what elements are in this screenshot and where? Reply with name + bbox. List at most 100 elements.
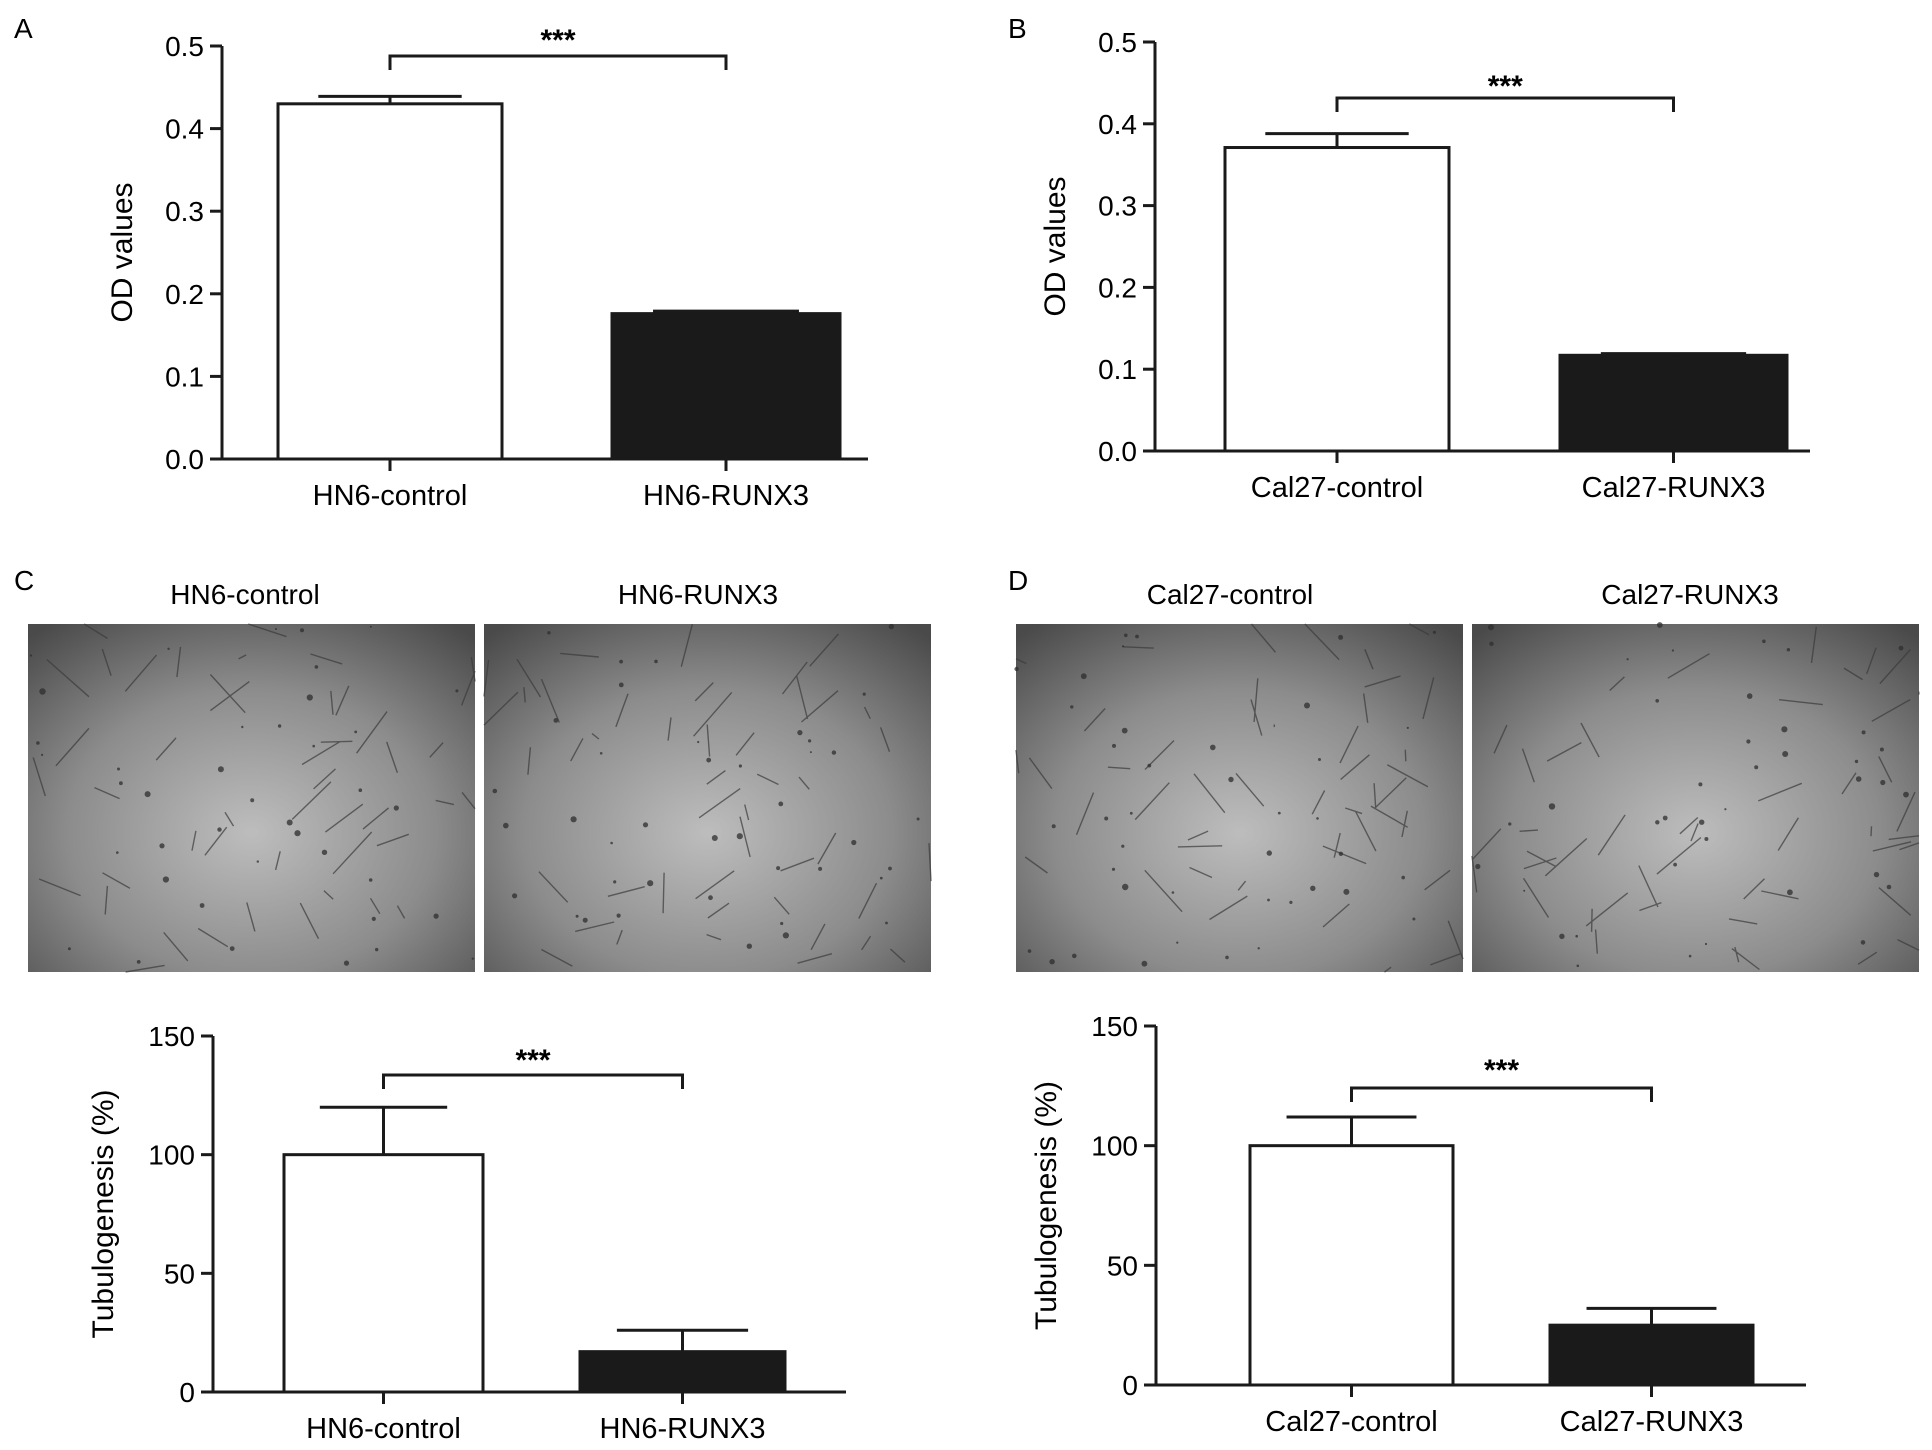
- micrograph-cell: [746, 943, 752, 949]
- micrograph-cell: [1548, 803, 1556, 810]
- panel-letter-d: D: [1008, 565, 1028, 596]
- x-tick-label: HN6-control: [313, 480, 468, 512]
- bar: [578, 1350, 787, 1394]
- micrograph-cell: [708, 895, 713, 901]
- panel-letter-b: B: [1008, 13, 1027, 44]
- micrograph-cell: [321, 849, 328, 855]
- micrograph-cell: [343, 960, 350, 966]
- y-tick-label: 150: [148, 1021, 195, 1052]
- micrograph-cell: [116, 851, 119, 854]
- micrograph-cal27-control: [1014, 623, 1464, 973]
- bar: [1223, 146, 1451, 453]
- micrograph-cell: [1121, 645, 1125, 648]
- micrograph-cell: [1781, 726, 1788, 733]
- micrograph-cell: [1135, 634, 1139, 639]
- micrograph-background: [1016, 624, 1463, 972]
- micrograph-cell: [1027, 949, 1032, 953]
- micrograph-cell: [1266, 850, 1273, 856]
- micrograph-cell: [613, 880, 617, 884]
- y-axis-label: OD values: [1039, 176, 1072, 316]
- micrograph-cell: [1228, 776, 1234, 783]
- micrograph-cell: [306, 694, 313, 701]
- micrograph-cell: [1688, 954, 1692, 958]
- micrograph-cell: [300, 628, 304, 633]
- micrograph-cell: [1475, 863, 1481, 870]
- micrograph-cell: [1111, 867, 1116, 871]
- micrograph-cell: [582, 917, 588, 923]
- micrograph-cell: [818, 866, 823, 871]
- y-tick-label: 100: [1091, 1131, 1138, 1162]
- micrograph-cell: [1406, 726, 1409, 730]
- micrograph-cell: [1656, 622, 1663, 628]
- micrograph-cell: [1508, 822, 1512, 826]
- micrograph-cell: [503, 822, 509, 829]
- y-tick-label: 0: [179, 1377, 195, 1408]
- micrograph-cell: [229, 946, 235, 951]
- x-tick-label: HN6-RUNX3: [643, 480, 809, 512]
- micrograph-cell: [314, 665, 319, 669]
- micrograph-cell: [697, 740, 700, 744]
- micrograph-cell: [1343, 888, 1350, 895]
- y-tick-label: 150: [1091, 1011, 1138, 1042]
- micrograph-cell: [1699, 819, 1705, 825]
- micrograph-cell: [619, 659, 623, 664]
- micrograph-tubules: [1015, 623, 1464, 973]
- significance-bracket: [1335, 96, 1675, 112]
- micrograph-tubules: [32, 623, 476, 973]
- significance-label: ***: [515, 1044, 550, 1077]
- micrograph-cell: [1072, 953, 1077, 959]
- micrograph-cell: [136, 960, 141, 964]
- micrograph-cell: [1886, 884, 1892, 890]
- micrograph-cell: [1854, 759, 1859, 764]
- micrograph-cell: [831, 750, 837, 755]
- micrograph-cell: [1873, 871, 1880, 878]
- micrograph-cell: [1014, 666, 1019, 672]
- micrograph-cell: [809, 751, 812, 754]
- micrograph-cell: [375, 947, 379, 952]
- micrograph-cell: [1176, 941, 1179, 944]
- y-tick-label: 0.3: [1098, 191, 1137, 222]
- micrograph-cell: [1671, 649, 1674, 652]
- significance-label: ***: [1484, 1054, 1519, 1087]
- y-tick-label: 0.0: [1098, 436, 1137, 467]
- micrograph-cell: [1104, 816, 1109, 821]
- micrograph-cell: [1432, 630, 1436, 634]
- micrograph-cell: [492, 788, 498, 794]
- micrograph-cell: [358, 788, 363, 792]
- micrograph-cell: [294, 830, 301, 837]
- micrograph-cell: [916, 817, 920, 821]
- micrograph-cell: [29, 654, 33, 657]
- chart-panel-a: 0.0 0.1 0.2 0.3 0.4 0.5 OD values HN6-control HN…: [106, 24, 868, 512]
- bar: [276, 102, 504, 461]
- micrograph-cell: [1559, 933, 1565, 939]
- micrograph-cell: [117, 767, 120, 771]
- micrograph-cell: [256, 860, 259, 863]
- micrograph-cell: [711, 835, 718, 841]
- micrograph-cell: [1080, 673, 1087, 680]
- micrograph-cell: [862, 692, 866, 696]
- bar: [1548, 1323, 1755, 1387]
- significance-bracket: [382, 1073, 684, 1089]
- micrograph-cell: [1401, 875, 1405, 880]
- micrograph-cell: [1141, 960, 1148, 967]
- micrograph-cell: [778, 801, 784, 807]
- chart-panel-c: 0 50 100 150 Tubulogenesis (%) HN6-control HN6…: [87, 1021, 846, 1445]
- micrograph-cell: [776, 866, 781, 871]
- micrograph-cell: [1662, 815, 1668, 821]
- micrograph-tubules: [1471, 626, 1920, 971]
- micrograph-cell: [1782, 751, 1789, 757]
- micrograph-cell: [885, 921, 888, 925]
- micrograph-cell: [67, 947, 71, 951]
- micrograph-cell: [162, 876, 169, 883]
- micrograph-cell: [1879, 747, 1884, 752]
- micrograph-cell: [368, 878, 373, 882]
- micrograph-cell: [1575, 934, 1578, 938]
- micrograph-cell: [217, 827, 222, 832]
- micrograph-cell: [217, 766, 224, 773]
- micrograph-hn6-runx3: [483, 623, 932, 972]
- micrograph-cell: [1122, 883, 1129, 891]
- x-tick-label: Cal27-RUNX3: [1560, 1406, 1744, 1438]
- micrograph-cell: [1655, 699, 1659, 703]
- micrograph-cell: [1147, 763, 1152, 768]
